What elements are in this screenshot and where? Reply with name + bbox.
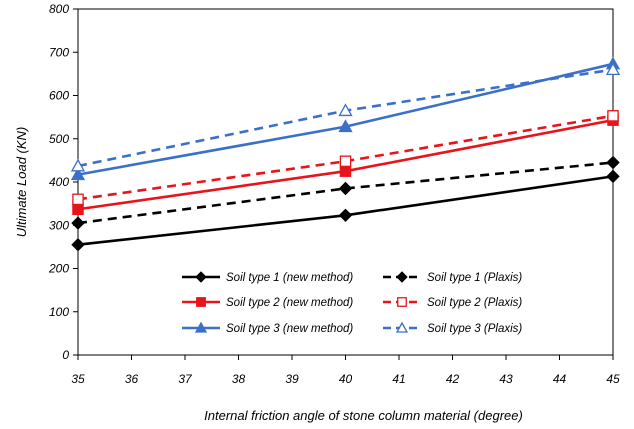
x-tick-label: 41 [392,372,405,386]
data-point [607,110,619,122]
y-axis-ticks: 0 100 200 300 400 500 600 700 800 [48,2,78,362]
data-point [71,216,85,230]
y-tick-label: 300 [49,218,69,232]
x-tick-label: 37 [178,372,193,386]
x-tick-label: 45 [606,372,620,386]
series-2 [71,155,620,230]
y-axis-title: Ultimate Load (KN) [14,127,29,238]
data-point [605,62,621,75]
x-tick-label: 43 [499,372,513,386]
x-tick-label: 40 [339,372,353,386]
y-tick-label: 100 [49,305,69,319]
data-point [338,103,353,117]
legend-marker [397,297,407,307]
x-tick-label: 36 [125,372,139,386]
data-point [72,203,84,215]
y-tick-label: 800 [49,2,69,16]
legend-marker [395,321,409,333]
legend-label: Soil type 2 (Plaxis) [427,297,522,309]
y-tick-label: 400 [49,175,69,189]
legend-label: Soil type 3 (Plaxis) [427,323,522,335]
y-tick-label: 200 [48,262,69,276]
data-point [71,238,85,252]
x-tick-label: 39 [285,372,299,386]
series-layer [70,56,621,252]
legend: Soil type 1 (new method) Soil type 1 (Pla… [182,271,522,335]
y-tick-label: 0 [62,348,69,362]
data-point [339,165,352,177]
data-point [339,155,352,167]
x-axis-ticks: 35 36 37 38 39 40 41 42 43 44 45 [71,355,620,386]
series-1 [71,169,620,252]
data-point [70,158,86,172]
data-point [338,181,353,196]
legend-marker [396,271,408,283]
x-tick-label: 44 [553,372,567,386]
data-point [606,169,620,184]
legend-marker [195,271,207,283]
legend-entry: Soil type 1 (new method) [182,271,353,284]
legend-entry: Soil type 2 (new method) [182,297,353,309]
x-tick-label: 35 [71,372,85,386]
y-tick-label: 700 [49,45,69,59]
x-tick-label: 42 [446,372,460,386]
legend-entry: Soil type 3 (new method) [182,321,353,335]
y-tick-label: 500 [49,132,69,146]
x-tick-label: 38 [232,372,246,386]
y-tick-label: 600 [49,89,69,103]
data-point [338,119,353,133]
legend-entry: Soil type 2 (Plaxis) [383,297,522,309]
legend-label: Soil type 2 (new method) [226,297,353,309]
legend-label: Soil type 1 (Plaxis) [427,272,522,284]
data-point [606,155,620,170]
legend-entry: Soil type 1 (Plaxis) [383,271,522,284]
series-4 [72,110,619,206]
data-point [70,167,86,181]
legend-label: Soil type 3 (new method) [226,323,353,335]
legend-label: Soil type 1 (new method) [226,272,353,284]
x-axis-title: Internal friction angle of stone column … [204,408,523,423]
data-point [338,208,353,223]
legend-marker [194,321,208,333]
series-6 [70,62,621,172]
legend-marker [196,297,206,307]
data-point [72,193,84,206]
legend-entry: Soil type 3 (Plaxis) [383,321,522,335]
